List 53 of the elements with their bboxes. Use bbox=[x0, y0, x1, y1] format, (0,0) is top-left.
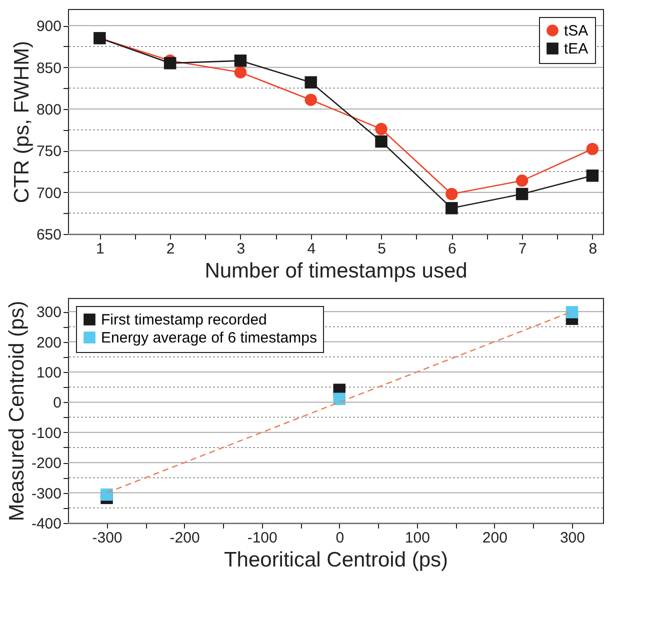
point bbox=[333, 392, 346, 405]
x-tick-label: 0 bbox=[336, 530, 344, 546]
y-tick-label: 850 bbox=[36, 60, 62, 77]
point bbox=[234, 66, 247, 78]
x-tick-label: 4 bbox=[307, 240, 316, 258]
point bbox=[164, 57, 176, 70]
x-tick-label: 300 bbox=[560, 530, 585, 546]
y-tick-label: 100 bbox=[36, 364, 62, 382]
y-tick-label: 0 bbox=[53, 394, 62, 412]
y-tick-label: 650 bbox=[36, 226, 62, 244]
y-axis-title: Measured Centroid (ps) bbox=[5, 300, 28, 522]
point bbox=[375, 135, 388, 148]
x-tick-label: 3 bbox=[236, 240, 246, 258]
point bbox=[375, 122, 388, 136]
y-tick-label: -100 bbox=[31, 424, 62, 442]
legend-label: First timestamp recorded bbox=[101, 312, 267, 328]
x-tick-label: -200 bbox=[170, 530, 200, 546]
x-tick-label: 8 bbox=[588, 240, 598, 258]
y-tick-label: -400 bbox=[31, 516, 62, 532]
point bbox=[516, 174, 528, 187]
x-axis-title: Theoritical Centroid (ps) bbox=[224, 548, 448, 572]
y-tick-label: 200 bbox=[36, 334, 62, 352]
y-tick-label: -300 bbox=[31, 485, 62, 502]
point bbox=[234, 54, 247, 67]
x-tick-label: 100 bbox=[404, 530, 430, 546]
x-tick-label: -100 bbox=[247, 530, 278, 546]
x-axis-title: Number of timestamps used bbox=[204, 260, 468, 282]
point bbox=[100, 488, 113, 501]
y-axis-title: CTR (ps, FWHM) bbox=[10, 40, 34, 204]
x-tick-label: 1 bbox=[96, 240, 104, 258]
y-tick-label: -200 bbox=[31, 455, 62, 472]
point bbox=[446, 188, 458, 200]
y-tick-label: 900 bbox=[36, 18, 62, 36]
point bbox=[586, 142, 599, 156]
point bbox=[304, 94, 317, 106]
x-tick-label: 7 bbox=[518, 240, 527, 258]
point bbox=[516, 188, 528, 200]
point bbox=[446, 202, 458, 214]
y-tick-label: 750 bbox=[36, 143, 62, 160]
y-tick-label: 800 bbox=[36, 102, 62, 118]
y-tick-label: 300 bbox=[36, 304, 62, 322]
legend-label: tSA bbox=[564, 22, 588, 40]
x-tick-label: 6 bbox=[448, 240, 456, 258]
x-tick-label: 200 bbox=[482, 530, 508, 546]
point bbox=[566, 306, 578, 318]
point bbox=[304, 76, 317, 88]
y-tick-label: 700 bbox=[36, 184, 62, 202]
point bbox=[586, 170, 599, 182]
x-tick-label: 2 bbox=[166, 240, 175, 258]
legend-label: tEA bbox=[564, 40, 588, 58]
x-tick-label: -300 bbox=[92, 530, 122, 546]
legend-label: Energy average of 6 timestamps bbox=[101, 330, 317, 346]
x-tick-label: 5 bbox=[378, 240, 386, 258]
